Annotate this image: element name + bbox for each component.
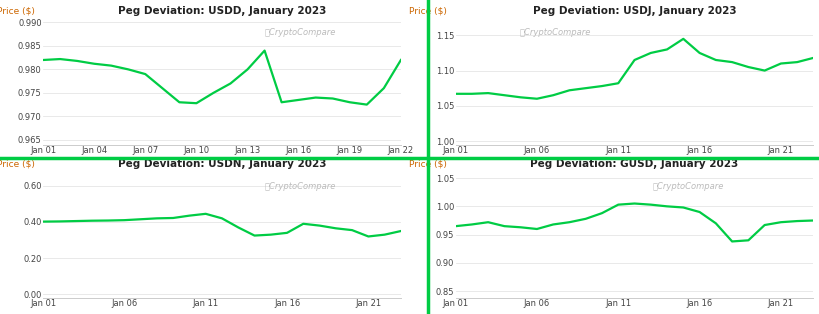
Text: Price ($): Price ($)	[410, 6, 447, 15]
Text: ⓐCryptoCompare: ⓐCryptoCompare	[265, 29, 337, 37]
Text: ⓐCryptoCompare: ⓐCryptoCompare	[265, 182, 337, 191]
Title: Peg Deviation: GUSD, January 2023: Peg Deviation: GUSD, January 2023	[531, 159, 739, 169]
Title: Peg Deviation: USDN, January 2023: Peg Deviation: USDN, January 2023	[118, 159, 326, 169]
Text: ⓐCryptoCompare: ⓐCryptoCompare	[653, 182, 724, 191]
Text: Price ($): Price ($)	[410, 160, 447, 169]
Text: ⓐCryptoCompare: ⓐCryptoCompare	[520, 29, 591, 37]
Title: Peg Deviation: USDJ, January 2023: Peg Deviation: USDJ, January 2023	[532, 6, 736, 16]
Title: Peg Deviation: USDD, January 2023: Peg Deviation: USDD, January 2023	[118, 6, 326, 16]
Text: Price ($): Price ($)	[0, 160, 34, 169]
Text: Price ($): Price ($)	[0, 6, 34, 15]
